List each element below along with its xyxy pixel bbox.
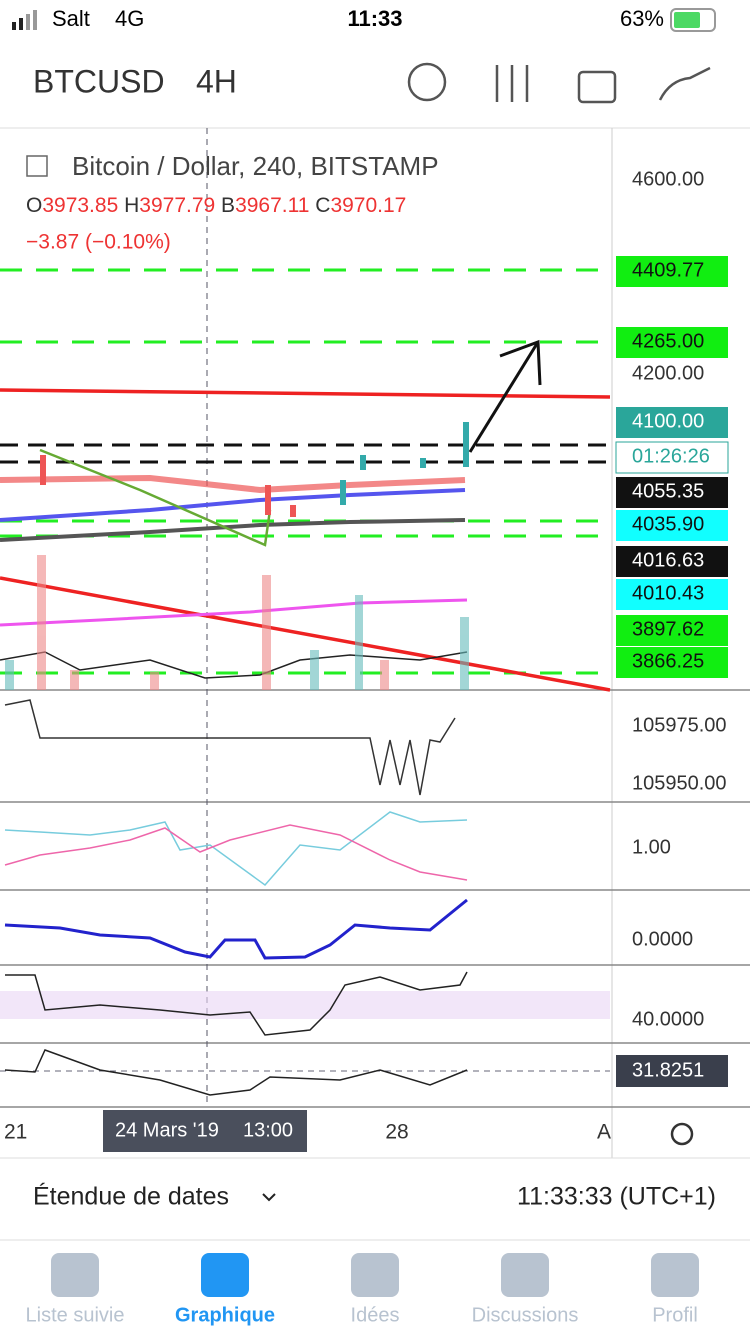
- draw-icon[interactable]: [658, 66, 711, 101]
- network: 4G: [115, 6, 144, 31]
- price-label-bg: [616, 327, 728, 358]
- price-label-bg: [616, 510, 728, 541]
- time-label: 28: [385, 1121, 408, 1144]
- price-label: 4265.00: [632, 330, 704, 352]
- tab-icon: [351, 1253, 399, 1297]
- low-label: B: [221, 194, 235, 217]
- interval[interactable]: 4H: [196, 63, 237, 99]
- price-label: 4055.35: [632, 480, 704, 502]
- close: 3970.17: [330, 194, 406, 217]
- legend: Bitcoin / Dollar, 240, BITSTAMP O3973.85…: [26, 151, 439, 254]
- price-label: 01:26:26: [632, 445, 710, 467]
- price-label: 4016.63: [632, 549, 704, 571]
- price-label: 4600.00: [632, 168, 704, 190]
- tab-icon: [651, 1253, 699, 1297]
- change: −3.87 (−0.10%): [26, 231, 171, 254]
- tab-label[interactable]: Idées: [351, 1304, 400, 1326]
- status-bar: Salt 4G 11:33 63%: [12, 6, 716, 32]
- price-label: 4200.00: [632, 362, 704, 384]
- price-label: 4409.77: [632, 259, 704, 281]
- open: 3973.85: [42, 194, 118, 217]
- indicator-label: 31.8251: [632, 1059, 704, 1081]
- header: BTCUSD 4H: [0, 62, 750, 129]
- tab-label[interactable]: Graphique: [175, 1304, 275, 1326]
- price-label-bg: [616, 546, 728, 577]
- settings-icon[interactable]: [670, 1122, 694, 1146]
- tab-bar: Liste suivie Graphique Idées Discussions Pro…: [26, 1253, 699, 1326]
- tab-icon: [501, 1253, 549, 1297]
- price-label-bg: [616, 615, 728, 646]
- battery-level: 63%: [620, 6, 664, 31]
- high-label: H: [124, 194, 139, 217]
- chart-area: [0, 128, 750, 1158]
- indicator-label: 105950.00: [632, 772, 727, 794]
- price-label-bg: [616, 256, 728, 287]
- price-label-bg: [616, 477, 728, 508]
- close-label: C: [315, 194, 330, 217]
- tab-label[interactable]: Profil: [652, 1304, 698, 1326]
- high: 3977.79: [139, 194, 215, 217]
- time-label: A: [597, 1121, 611, 1144]
- price-label-bg: [616, 647, 728, 678]
- footer-clock[interactable]: 11:33:33 (UTC+1): [517, 1183, 716, 1211]
- ohlc: O3973.85 H3977.79 B3967.11 C3970.17: [26, 194, 406, 217]
- tab-label[interactable]: Liste suivie: [26, 1304, 125, 1326]
- carrier: Salt: [52, 6, 90, 31]
- tab-icon: [201, 1253, 249, 1297]
- legend-title: Bitcoin / Dollar, 240, BITSTAMP: [72, 151, 439, 181]
- price-label: 4010.43: [632, 582, 704, 604]
- price-label: 3866.25: [632, 650, 704, 672]
- indicator-label-bg: [616, 1055, 728, 1087]
- tab-label[interactable]: Discussions: [472, 1304, 579, 1326]
- price-label: 4035.90: [632, 513, 704, 535]
- price-label-bg: [616, 407, 728, 438]
- low: 3967.11: [235, 194, 309, 217]
- indicators-icon[interactable]: [495, 65, 529, 102]
- price-label: 3897.62: [632, 618, 704, 640]
- indicator-label: 1.00: [632, 836, 671, 858]
- price-axis: 4600.00 4409.77 4265.00 4200.00 4100.00 01:26…: [615, 168, 729, 678]
- tab-icon: [51, 1253, 99, 1297]
- time-axis: 21 24 Mars '19 13:00 28 A: [4, 1110, 694, 1152]
- footer: Étendue de dates 11:33:33 (UTC+1): [0, 1157, 750, 1241]
- indicator-label: 105975.00: [632, 714, 727, 736]
- time-label: 21: [4, 1121, 27, 1144]
- indicator-axis: 105975.00 105950.00 1.00 0.0000 40.0000 31.82…: [616, 714, 728, 1087]
- alert-icon[interactable]: [407, 62, 447, 102]
- cursor-date: 24 Mars '19: [115, 1119, 219, 1141]
- price-label-bg: [615, 441, 729, 474]
- indicator-label: 40.0000: [632, 1008, 704, 1030]
- clock: 11:33: [347, 6, 402, 31]
- indicator-label: 0.0000: [632, 928, 693, 950]
- lock-icon[interactable]: [577, 70, 617, 104]
- price-label: 4100.00: [632, 410, 704, 432]
- price-label-bg: [616, 579, 728, 610]
- symbol[interactable]: BTCUSD: [33, 63, 165, 99]
- date-range[interactable]: Étendue de dates: [33, 1182, 229, 1211]
- open-label: O: [26, 194, 42, 217]
- cursor-time: 13:00: [243, 1119, 293, 1141]
